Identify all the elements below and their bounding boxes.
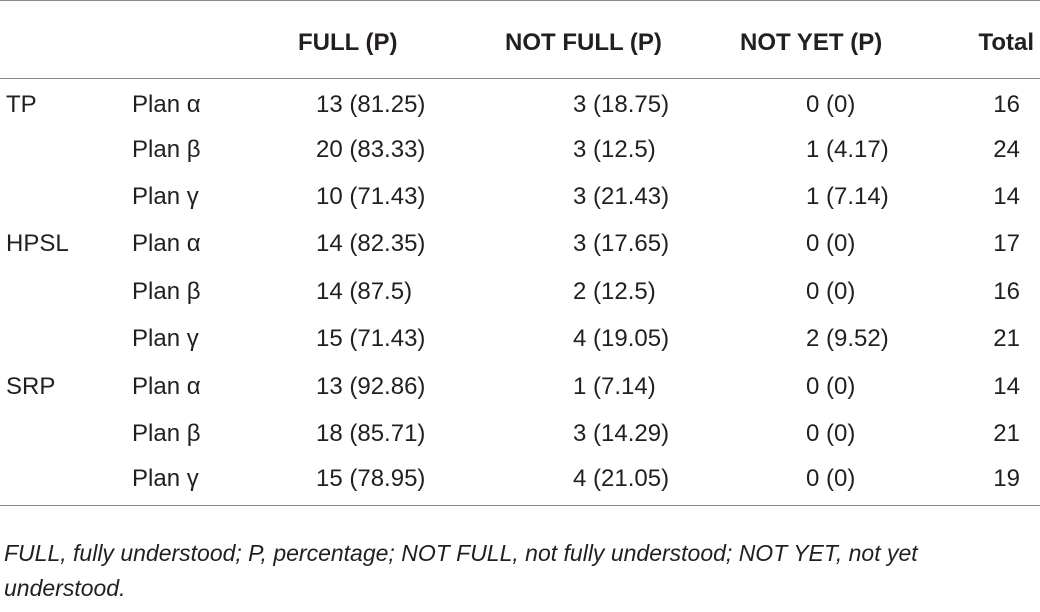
cell-group — [0, 173, 128, 220]
cell-not-full: 4 (21.05) — [503, 457, 740, 506]
cell-group — [0, 268, 128, 315]
cell-full: 13 (92.86) — [316, 372, 426, 400]
cell-not-yet: 0 (0) — [740, 457, 930, 506]
cell-plan: Plan α — [132, 372, 201, 400]
cell-group — [0, 126, 128, 173]
cell-group — [0, 410, 128, 457]
cell-full: 18 (85.71) — [316, 419, 426, 447]
table-row: SRP Plan α 13 (92.86) 1 (7.14) 0 (0) 14 — [0, 363, 1040, 410]
cell-not-yet: 0 (0) — [806, 91, 856, 119]
header-group — [0, 0, 128, 79]
cell-full: 15 (78.95) — [260, 457, 503, 506]
cell-plan: Plan β — [132, 277, 201, 305]
cell-not-yet: 0 (0) — [806, 230, 856, 258]
header-not-yet: NOT YET (P) — [740, 0, 930, 79]
cell-full: 20 (83.33) — [316, 135, 426, 163]
cell-full: 10 (71.43) — [316, 182, 426, 210]
cell-plan: Plan β — [132, 419, 201, 447]
cell-total: 21 — [993, 419, 1020, 447]
cell-total: 19 — [930, 457, 1040, 506]
cell-total: 14 — [993, 372, 1020, 400]
table-row: Plan β 14 (87.5) 2 (12.5) 0 (0) 16 — [0, 268, 1040, 315]
header-not-full: NOT FULL (P) — [503, 0, 740, 79]
cell-not-yet: 1 (4.17) — [806, 135, 889, 163]
table-row: HPSL Plan α 14 (82.35) 3 (17.65) 0 (0) 1… — [0, 221, 1040, 268]
cell-group — [0, 457, 128, 506]
cell-total: 14 — [993, 182, 1020, 210]
table-row: Plan γ 15 (78.95) 4 (21.05) 0 (0) 19 — [0, 457, 1040, 506]
cell-not-full: 2 (12.5) — [573, 277, 656, 305]
cell-group: HPSL — [6, 230, 69, 258]
cell-total: 17 — [993, 230, 1020, 258]
cell-not-full: 3 (18.75) — [573, 91, 670, 119]
header-full: FULL (P) — [260, 0, 503, 79]
table-footnote: FULL, fully understood; P, percentage; N… — [4, 540, 918, 601]
table-row: Plan γ 10 (71.43) 3 (21.43) 1 (7.14) 14 — [0, 173, 1040, 220]
cell-not-full: 3 (14.29) — [573, 419, 670, 447]
header-total: Total — [930, 0, 1040, 79]
table-row: Plan β 20 (83.33) 3 (12.5) 1 (4.17) 24 — [0, 126, 1040, 173]
table-row: TP Plan α 13 (81.25) 3 (18.75) 0 (0) 16 — [0, 79, 1040, 126]
data-table-container: FULL (P) NOT FULL (P) NOT YET (P) Total … — [0, 0, 1040, 506]
cell-total: 21 — [993, 325, 1020, 353]
cell-not-yet: 0 (0) — [806, 419, 856, 447]
cell-not-full: 1 (7.14) — [573, 372, 656, 400]
cell-not-yet: 0 (0) — [806, 372, 856, 400]
cell-not-yet: 2 (9.52) — [806, 325, 889, 353]
cell-full: 15 (71.43) — [316, 325, 426, 353]
cell-not-full: 4 (19.05) — [573, 325, 670, 353]
cell-group: SRP — [6, 372, 56, 400]
cell-group: TP — [6, 91, 37, 119]
cell-plan: Plan γ — [128, 457, 260, 506]
header-plan — [128, 0, 260, 79]
cell-full: 14 (82.35) — [316, 230, 426, 258]
cell-not-full: 3 (21.43) — [573, 182, 670, 210]
cell-not-yet: 1 (7.14) — [806, 182, 889, 210]
cell-not-full: 3 (17.65) — [573, 230, 670, 258]
cell-not-yet: 0 (0) — [806, 277, 856, 305]
cell-plan: Plan β — [132, 135, 201, 163]
table-row: Plan β 18 (85.71) 3 (14.29) 0 (0) 21 — [0, 410, 1040, 457]
cell-plan: Plan α — [132, 230, 201, 258]
cell-plan: Plan γ — [132, 325, 199, 353]
cell-total: 24 — [993, 135, 1020, 163]
cell-plan: Plan γ — [132, 182, 199, 210]
cell-plan: Plan α — [132, 91, 201, 119]
cell-full: 13 (81.25) — [316, 91, 426, 119]
cell-not-full: 3 (12.5) — [573, 135, 656, 163]
data-table: FULL (P) NOT FULL (P) NOT YET (P) Total … — [0, 0, 1040, 506]
table-row: Plan γ 15 (71.43) 4 (19.05) 2 (9.52) 21 — [0, 315, 1040, 362]
cell-total: 16 — [993, 91, 1020, 119]
table-header-row: FULL (P) NOT FULL (P) NOT YET (P) Total — [0, 0, 1040, 79]
cell-full: 14 (87.5) — [316, 277, 413, 305]
cell-group — [0, 315, 128, 362]
cell-total: 16 — [993, 277, 1020, 305]
